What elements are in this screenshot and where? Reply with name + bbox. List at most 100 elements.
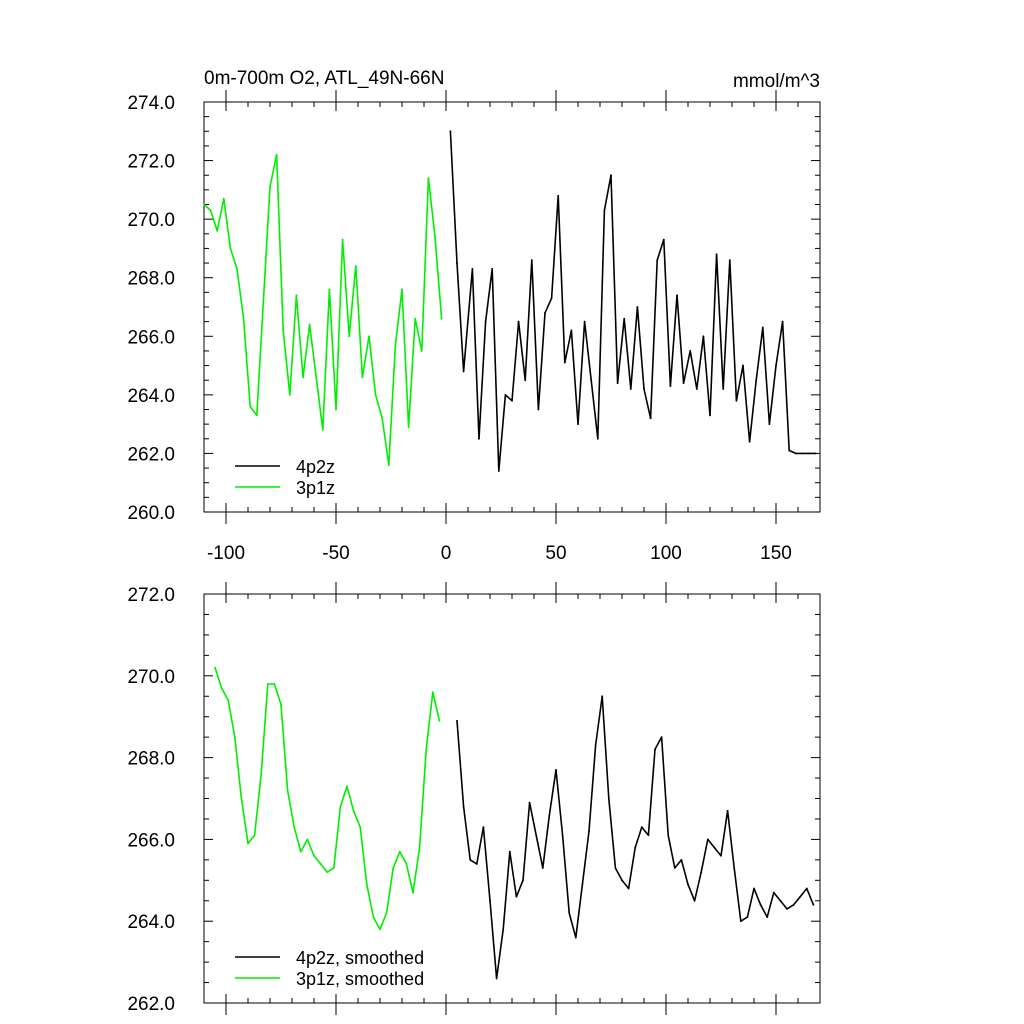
data-point-4p2z	[471, 268, 474, 270]
data-point-4p2z-smoothed	[687, 883, 689, 886]
data-point-3p1z-smoothed	[227, 699, 230, 702]
data-point-4p2z	[775, 364, 777, 367]
data-point-4p2z	[570, 329, 573, 332]
data-point-4p2z-smoothed	[548, 813, 551, 816]
data-point-4p2z-smoothed	[693, 899, 696, 902]
data-point-3p1z	[275, 153, 278, 156]
data-point-4p2z-smoothed	[792, 903, 795, 906]
data-point-3p1z	[321, 429, 324, 431]
data-point-4p2z-smoothed	[759, 903, 762, 906]
data-point-4p2z-smoothed	[588, 830, 590, 833]
data-point-3p1z-smoothed	[365, 883, 368, 886]
data-point-4p2z	[669, 385, 672, 387]
series-line-4p2z-smoothed	[456, 695, 815, 980]
data-point-4p2z-smoothed	[475, 863, 478, 865]
data-point-3p1z-smoothed	[438, 719, 441, 722]
data-point-3p1z	[335, 408, 337, 411]
data-point-4p2z-smoothed	[574, 936, 577, 939]
data-point-4p2z-smoothed	[614, 867, 617, 869]
data-point-4p2z-smoothed	[522, 879, 524, 882]
data-point-4p2z	[702, 335, 705, 338]
data-point-4p2z	[689, 350, 692, 352]
data-point-3p1z	[328, 288, 331, 291]
data-point-3p1z-smoothed	[418, 846, 421, 849]
data-point-3p1z-smoothed	[405, 863, 408, 865]
data-point-4p2z	[755, 379, 758, 382]
data-point-3p1z-smoothed	[266, 683, 269, 685]
data-point-4p2z	[629, 388, 632, 390]
data-point-4p2z-smoothed	[766, 916, 769, 919]
data-point-4p2z-smoothed	[469, 858, 472, 861]
data-point-3p1z-smoothed	[431, 691, 434, 694]
data-point-4p2z	[563, 361, 566, 364]
units-label: mmol/m^3	[733, 71, 820, 92]
data-point-3p1z-smoothed	[332, 867, 335, 869]
data-point-3p1z-smoothed	[346, 785, 348, 788]
data-point-4p2z	[478, 437, 480, 440]
data-point-4p2z-smoothed	[673, 867, 676, 869]
data-point-4p2z-smoothed	[515, 895, 518, 898]
data-point-3p1z-smoothed	[385, 912, 388, 914]
y-tick-label: 272.0	[127, 152, 175, 173]
data-point-3p1z	[381, 417, 384, 420]
data-point-3p1z-smoothed	[352, 809, 355, 812]
data-point-4p2z	[590, 379, 593, 382]
data-point-4p2z	[643, 388, 645, 390]
data-point-3p1z-smoothed	[233, 736, 236, 739]
data-point-3p1z-smoothed	[372, 916, 375, 919]
chart-title: 0m-700m O2, ATL_49N-66N	[204, 68, 444, 89]
data-point-3p1z	[315, 376, 318, 379]
data-point-4p2z	[544, 311, 546, 314]
x-tick-label: 50	[545, 543, 566, 564]
data-point-3p1z	[440, 317, 443, 320]
data-point-4p2z	[735, 399, 738, 402]
data-point-4p2z	[794, 452, 797, 455]
data-point-4p2z-smoothed	[462, 805, 465, 808]
data-point-3p1z	[348, 335, 351, 338]
data-point-4p2z-smoothed	[746, 916, 749, 919]
top-panel: 260.0 262.0 264.0 266.0 268.0 270.0 272.0 274.0…	[127, 90, 821, 564]
data-point-3p1z	[302, 376, 304, 379]
data-point-3p1z	[387, 464, 390, 467]
y-tick-label: 274.0	[127, 93, 175, 114]
data-point-3p1z-smoothed	[425, 748, 428, 751]
y-tick-label: 268.0	[127, 749, 175, 770]
legend-label: 4p2z, smoothed	[296, 948, 424, 968]
data-point-4p2z	[662, 238, 665, 241]
data-point-3p1z	[295, 294, 298, 297]
data-point-3p1z	[288, 393, 291, 396]
data-point-4p2z-smoothed	[805, 887, 808, 890]
bottom-panel: 262.0 264.0 266.0 268.0 270.0 272.0 4p2z, smoo…	[127, 582, 821, 1015]
y-tick-label: 264.0	[127, 386, 175, 407]
data-point-4p2z-smoothed	[667, 834, 670, 837]
data-point-4p2z	[491, 268, 494, 270]
data-point-3p1z-smoothed	[247, 842, 249, 845]
data-point-4p2z-smoothed	[456, 719, 458, 722]
data-point-4p2z	[788, 449, 791, 452]
y-tick-label: 262.0	[127, 994, 175, 1015]
data-point-4p2z	[530, 259, 533, 262]
data-point-4p2z-smoothed	[528, 801, 531, 804]
data-point-3p1z-smoothed	[339, 805, 342, 808]
data-point-4p2z-smoothed	[654, 748, 656, 751]
data-point-4p2z-smoothed	[700, 871, 703, 874]
data-point-4p2z	[768, 423, 771, 426]
y-tick-label: 260.0	[127, 503, 175, 524]
data-point-4p2z-smoothed	[502, 928, 505, 931]
data-point-4p2z	[781, 320, 784, 323]
data-point-4p2z-smoothed	[541, 867, 544, 869]
data-point-3p1z	[394, 344, 397, 346]
data-point-3p1z	[374, 393, 377, 396]
data-point-4p2z	[808, 452, 810, 455]
data-point-3p1z-smoothed	[412, 891, 414, 894]
data-point-4p2z-smoothed	[647, 834, 650, 837]
data-point-3p1z-smoothed	[253, 834, 256, 837]
data-point-3p1z	[368, 335, 370, 338]
data-point-4p2z-smoothed	[680, 858, 683, 861]
data-point-3p1z	[262, 300, 265, 303]
data-point-3p1z	[209, 209, 212, 212]
data-point-4p2z	[504, 393, 507, 396]
data-point-4p2z	[801, 452, 804, 455]
data-point-4p2z-smoothed	[581, 883, 584, 886]
data-point-4p2z-smoothed	[627, 887, 630, 890]
